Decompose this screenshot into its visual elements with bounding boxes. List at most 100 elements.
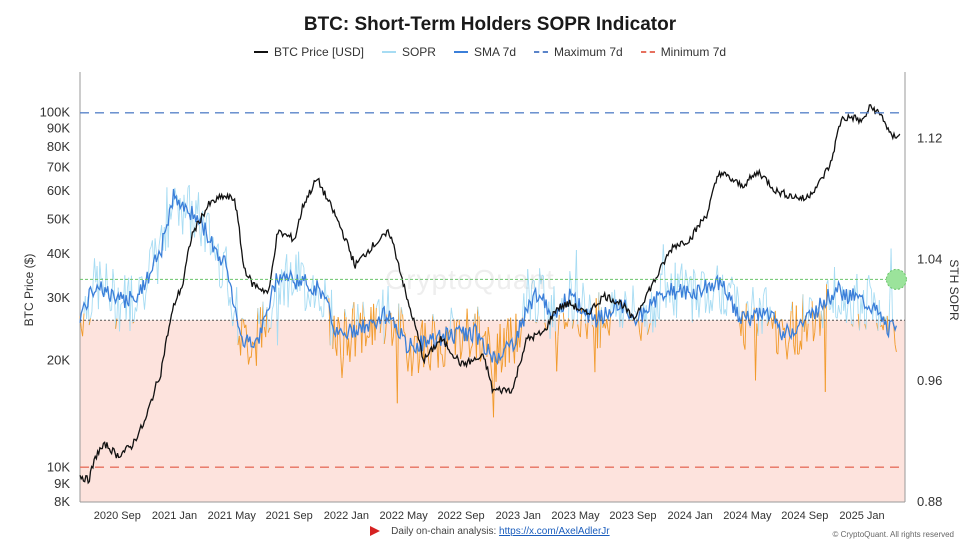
sopr-segment: [267, 327, 271, 333]
sopr-segment: [300, 262, 303, 264]
sopr-segment: [894, 344, 897, 352]
sopr-segment: [307, 291, 310, 301]
sopr-segment: [829, 308, 831, 311]
sopr-segment: [341, 356, 344, 379]
sopr-segment: [371, 303, 375, 345]
sopr-segment: [662, 244, 666, 272]
sopr-segment: [554, 331, 558, 372]
sopr-segment: [755, 323, 758, 381]
sopr-segment: [188, 185, 192, 239]
sopr-segment: [273, 290, 276, 306]
left-tick-label: 70K: [47, 159, 70, 174]
sopr-segment: [88, 318, 91, 326]
sopr-segment: [433, 321, 436, 340]
sopr-segment: [309, 286, 313, 307]
sopr-segment: [661, 244, 664, 275]
sopr-segment: [382, 289, 385, 345]
sopr-segment: [606, 318, 609, 330]
sopr-segment: [399, 307, 402, 336]
footer: Daily on-chain analysis: https://x.com/A…: [0, 526, 980, 537]
sopr-segment: [873, 292, 876, 302]
legend-item-min[interactable]: Minimum 7d: [640, 45, 726, 59]
sopr-segment: [711, 294, 714, 311]
legend-swatch-min: [640, 51, 655, 53]
sopr-segment: [877, 300, 880, 331]
legend-item-sma[interactable]: SMA 7d: [453, 45, 516, 59]
sopr-segment: [697, 292, 700, 318]
sma-7d-line: [79, 188, 898, 366]
sopr-segment: [807, 297, 810, 324]
sopr-segment: [101, 278, 105, 292]
sopr-segment: [685, 269, 688, 279]
sopr-segment: [304, 306, 307, 312]
sopr-segment: [275, 282, 278, 346]
sopr-segment: [666, 282, 670, 291]
x-tick-label: 2021 Sep: [266, 510, 313, 522]
legend-item-btc[interactable]: BTC Price [USD]: [253, 45, 364, 59]
sopr-segment: [479, 356, 483, 362]
below-one-fill: [80, 320, 905, 502]
sopr-segment: [678, 271, 681, 288]
sopr-segment: [350, 308, 354, 341]
legend-item-max[interactable]: Maximum 7d: [534, 45, 623, 59]
sopr-segment: [493, 350, 496, 418]
sopr-segment: [331, 289, 334, 350]
sopr-segment: [148, 249, 151, 275]
sopr-segment: [566, 318, 569, 327]
sopr-segment: [121, 301, 124, 304]
sopr-segment: [262, 301, 265, 328]
sopr-segment: [777, 322, 780, 355]
sopr-segment: [874, 301, 878, 323]
sopr-segment: [865, 281, 868, 330]
footer-link[interactable]: https://x.com/AxelAdlerJr: [499, 526, 610, 537]
sopr-segment: [82, 313, 85, 337]
sopr-segment: [844, 299, 847, 323]
sopr-segment: [337, 317, 340, 325]
sopr-segment: [532, 279, 535, 282]
sopr-segment: [752, 287, 755, 308]
chart-title: BTC: Short-Term Holders SOPR Indicator: [303, 14, 677, 35]
copyright: © CryptoQuant. All rights reserved: [832, 530, 955, 539]
sopr-segment: [787, 336, 791, 345]
sopr-segment: [292, 286, 296, 292]
sopr-segment: [702, 271, 705, 274]
sopr-segment: [519, 331, 522, 348]
sopr-segment: [207, 212, 210, 215]
legend-item-sopr[interactable]: SOPR: [381, 45, 436, 59]
sopr-segment: [652, 306, 655, 333]
sopr-segment: [299, 262, 302, 291]
sopr-segment: [893, 326, 896, 345]
sopr-segment: [205, 212, 209, 218]
sopr-segment: [640, 318, 643, 341]
sopr-segment: [658, 273, 662, 320]
sopr-segment: [789, 310, 792, 338]
sopr-segment: [227, 287, 230, 306]
sopr-segment: [664, 271, 667, 308]
sopr-segment: [230, 312, 234, 327]
sopr-segment: [176, 196, 180, 226]
legend-swatch-btc: [253, 51, 268, 53]
sopr-segment: [368, 336, 370, 339]
sopr-segment: [112, 269, 115, 284]
x-tick-label: 2021 Jan: [152, 510, 197, 522]
sopr-segment: [144, 293, 147, 310]
left-tick-label: 30K: [47, 290, 70, 305]
sopr-segment: [437, 330, 440, 368]
sopr-segment: [448, 329, 451, 334]
sopr-segment: [449, 307, 452, 330]
sopr-segment: [209, 251, 213, 256]
sopr-segment: [208, 213, 211, 256]
sopr-segment: [417, 358, 421, 374]
sopr-segment: [533, 280, 537, 323]
sopr-segment: [145, 286, 148, 294]
sopr-segment: [277, 287, 280, 346]
sopr-segment: [217, 243, 221, 287]
sopr-segment: [236, 287, 239, 346]
sopr-segment: [868, 275, 871, 287]
sopr-segment: [246, 345, 249, 365]
sopr-segment: [283, 265, 286, 306]
legend: BTC Price [USD] SOPR SMA 7d Maximum 7d M…: [0, 45, 980, 59]
sopr-segment: [398, 303, 401, 336]
left-tick-label: 80K: [47, 139, 70, 154]
